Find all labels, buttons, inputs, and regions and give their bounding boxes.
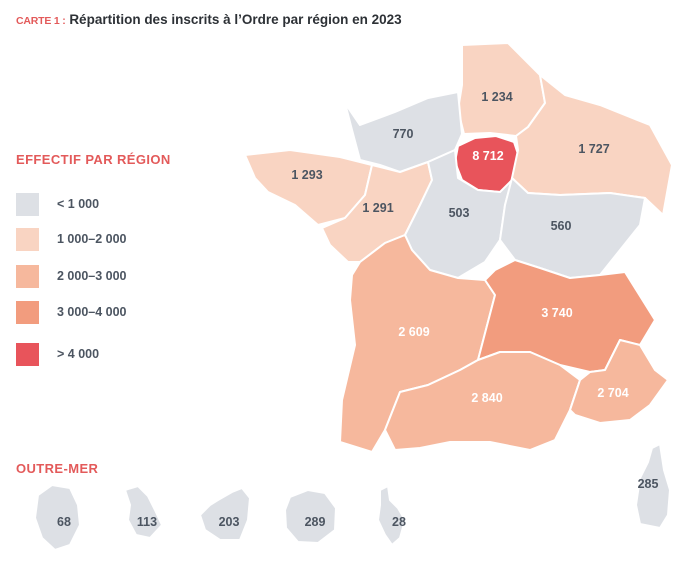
legend-item-lt-1000: < 1 000	[16, 192, 99, 216]
region-value-corse: 285	[638, 477, 659, 491]
region-corse[interactable]	[635, 443, 671, 529]
region-value-provence-alpes-cote-dazur: 2 704	[597, 386, 628, 400]
overseas-value-guadeloupe: 68	[57, 515, 71, 529]
overseas-mayotte[interactable]	[377, 485, 406, 546]
overseas-guyane[interactable]	[199, 487, 251, 541]
map-title-text: Répartition des inscrits à l’Ordre par r…	[69, 12, 402, 27]
region-value-auvergne-rhone-alpes: 3 740	[541, 306, 572, 320]
region-value-bretagne: 1 293	[291, 168, 322, 182]
region-centre-val-de-loire[interactable]	[404, 149, 513, 279]
legend-label: 1 000–2 000	[57, 232, 127, 246]
region-value-pays-de-la-loire: 1 291	[362, 201, 393, 215]
legend-swatch	[16, 342, 39, 366]
legend-item-1000-2000: 1 000–2 000	[16, 227, 127, 251]
legend-label: 2 000–3 000	[57, 269, 127, 283]
legend-title: EFFECTIF PAR RÉGION	[16, 152, 171, 167]
overseas-value-martinique: 113	[137, 515, 157, 529]
legend-swatch	[16, 300, 39, 324]
overseas-reunion[interactable]	[284, 489, 337, 544]
legend-item-2000-3000: 2 000–3 000	[16, 264, 127, 288]
legend-label: 3 000–4 000	[57, 305, 127, 319]
legend-label: > 4 000	[57, 347, 100, 361]
overseas-value-guyane: 203	[219, 515, 240, 529]
outre-mer-title: OUTRE-MER	[16, 461, 99, 476]
region-value-occitanie: 2 840	[471, 391, 502, 405]
region-value-hauts-de-france: 1 234	[481, 90, 512, 104]
region-provence-alpes-cote-dazur[interactable]	[569, 339, 669, 424]
legend-label: < 1 000	[57, 197, 100, 211]
legend-item-gt-4000: > 4 000	[16, 342, 99, 366]
map-title-tag: CARTE 1 :	[16, 15, 66, 27]
legend-swatch	[16, 192, 39, 216]
region-value-bourgogne-franche-comte: 560	[551, 219, 572, 233]
region-value-centre-val-de-loire: 503	[449, 206, 470, 220]
map-title: CARTE 1 : Répartition des inscrits à l’O…	[16, 12, 402, 27]
region-bourgogne-franche-comte[interactable]	[499, 177, 646, 279]
overseas-guadeloupe[interactable]	[34, 484, 81, 551]
overseas-value-reunion: 289	[305, 515, 326, 529]
legend-item-3000-4000: 3 000–4 000	[16, 300, 127, 324]
overseas-martinique[interactable]	[124, 485, 163, 539]
legend-swatch	[16, 264, 39, 288]
region-value-ile-de-france: 8 712	[472, 149, 503, 163]
legend-swatch	[16, 227, 39, 251]
region-value-nouvelle-aquitaine: 2 609	[398, 325, 429, 339]
region-value-normandie: 770	[393, 127, 414, 141]
overseas-value-mayotte: 28	[392, 515, 406, 529]
region-value-grand-est: 1 727	[578, 142, 609, 156]
